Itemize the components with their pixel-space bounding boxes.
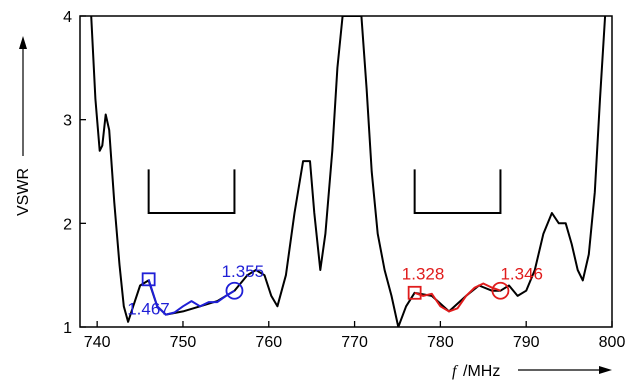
series-group <box>90 16 607 327</box>
y-tick-label-3: 3 <box>63 113 72 130</box>
band-bracket-1 <box>413 169 502 214</box>
marker-group <box>141 272 510 300</box>
axis-ticks: 740 750 760 770 780 790 800 1 2 3 4 <box>63 9 625 351</box>
y-tick-label-1: 1 <box>63 320 72 337</box>
annotation-label-0: 1.467 <box>127 300 170 319</box>
marker-circle-1 <box>225 281 244 300</box>
x-tick-label-780: 780 <box>427 334 454 351</box>
annotation-label-3: 1.346 <box>500 264 543 283</box>
x-tick-label-770: 770 <box>341 334 368 351</box>
x-axis-title: f /MHz <box>452 363 612 380</box>
marker-circle-3 <box>491 281 510 300</box>
y-axis-label: VSWR <box>15 168 32 216</box>
x-axis-unit: /MHz <box>463 363 500 380</box>
series-line-0 <box>90 16 607 327</box>
annotation-group: 1.467 1.355 1.328 1.346 <box>127 262 543 318</box>
band-bracket-0 <box>147 169 236 214</box>
x-axis-label: f <box>452 363 459 380</box>
x-tick-label-790: 790 <box>513 334 540 351</box>
x-tick-label-760: 760 <box>255 334 282 351</box>
y-tick-label-2: 2 <box>63 216 72 233</box>
annotation-label-2: 1.328 <box>402 264 445 283</box>
marker-square-2 <box>407 285 422 300</box>
y-tick-label-4: 4 <box>63 9 72 26</box>
x-tick-label-750: 750 <box>170 334 197 351</box>
marker-square-0 <box>141 272 156 287</box>
x-tick-label-800: 800 <box>599 334 626 351</box>
annotation-label-1: 1.355 <box>222 262 265 281</box>
series-line-1 <box>147 278 236 316</box>
x-axis-arrow-head <box>599 366 612 374</box>
y-axis-title: VSWR <box>15 36 32 216</box>
y-axis-arrow-head <box>19 36 27 49</box>
series-line-2 <box>414 282 501 313</box>
x-tick-label-740: 740 <box>84 334 111 351</box>
bracket-group <box>147 169 502 214</box>
